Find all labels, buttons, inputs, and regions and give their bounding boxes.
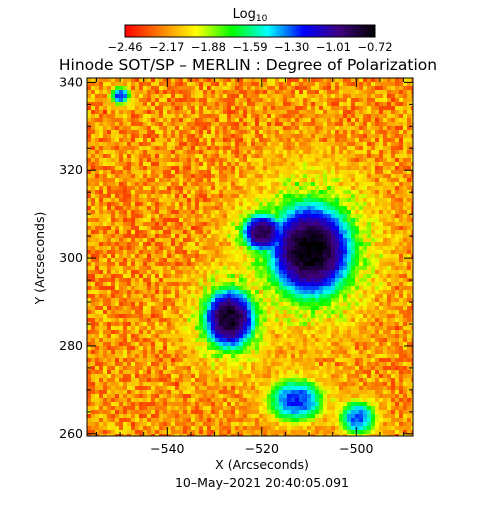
colorbar-tick-label: −0.72 (357, 40, 392, 54)
colorbar: Log10 −2.46 −2.17 −1.88 −1.59 −1.30 −1.01 −0.7… (107, 7, 392, 54)
colorbar-tick-label: −1.59 (232, 40, 267, 54)
colorbar-tick-label: −1.01 (316, 40, 351, 54)
chart-title: Hinode SOT/SP – MERLIN : Degree of Polar… (59, 56, 437, 74)
colorbar-title: Log10 (233, 7, 268, 24)
colorbar-tick-label: −1.88 (191, 40, 226, 54)
colorbar-gradient (124, 24, 376, 38)
colorbar-tick-label: −1.30 (274, 40, 309, 54)
colorbar-ticks: −2.46 −2.17 −1.88 −1.59 −1.30 −1.01 −0.72 (107, 40, 392, 54)
colorbar-tick-label: −2.17 (149, 40, 184, 54)
colorbar-tick-label: −2.46 (107, 40, 142, 54)
